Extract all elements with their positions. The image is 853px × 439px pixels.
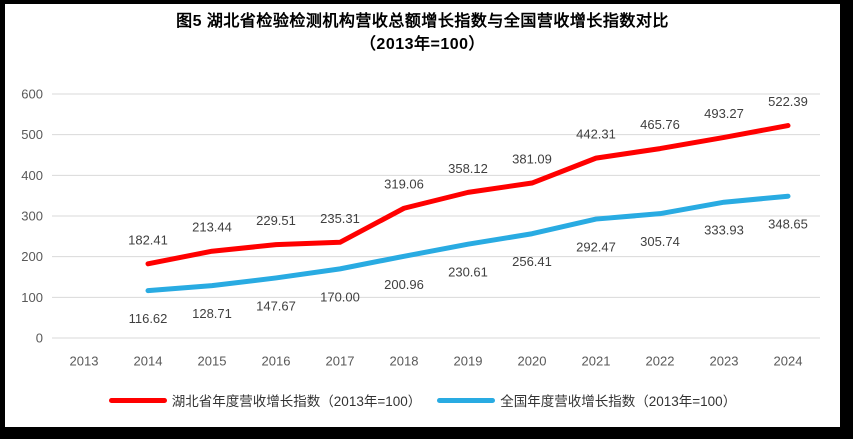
chart-title-line1: 图5 湖北省检验检测机构营收总额增长指数与全国营收增长指数对比 [176, 13, 669, 30]
data-label: 305.74 [640, 234, 680, 249]
data-label: 230.61 [448, 265, 488, 280]
x-axis-tick-label: 2018 [390, 354, 419, 369]
data-label: 381.09 [512, 152, 552, 167]
legend-line-swatch-blue [437, 397, 496, 403]
x-axis-tick-label: 2013 [70, 354, 99, 369]
y-axis-tick-label: 0 [36, 331, 43, 346]
data-label: 128.71 [192, 306, 232, 321]
data-label: 358.12 [448, 161, 488, 176]
x-axis-tick-label: 2024 [774, 354, 803, 369]
data-label: 319.06 [384, 177, 424, 192]
y-axis-tick-label: 400 [21, 168, 43, 183]
x-axis-tick-label: 2016 [262, 354, 291, 369]
plot-area: 0 100 200 300 400 500 600 2013 2014 2015 2016 2017 2… [21, 87, 820, 369]
data-label: 147.67 [256, 298, 296, 313]
series-line-1 [145, 193, 791, 294]
legend-line-swatch-red [108, 397, 167, 403]
legend-label-hubei: 湖北省年度营收增长指数（2013年=100） [171, 394, 422, 409]
data-label: 116.62 [129, 311, 168, 326]
x-axis-tick-label: 2015 [198, 354, 227, 369]
data-label: 292.47 [576, 240, 616, 255]
x-axis-tick-label: 2021 [582, 354, 611, 369]
legend: 湖北省年度营收增长指数（2013年=100） 全国年度营收增长指数（2013年=… [5, 388, 840, 412]
x-axis-tick-label: 2022 [646, 354, 675, 369]
data-label: 213.44 [192, 220, 232, 235]
x-axis-tick-label: 2023 [710, 354, 739, 369]
series-line-0 [145, 123, 791, 267]
chart-title-line2: （2013年=100） [359, 36, 486, 53]
data-label: 348.65 [768, 217, 808, 232]
legend-item-hubei[interactable]: 湖北省年度营收增长指数（2013年=100） [108, 390, 422, 410]
legend-label-national: 全国年度营收增长指数（2013年=100） [500, 394, 737, 409]
data-label: 522.39 [768, 94, 808, 109]
x-axis-tick-label: 2014 [134, 354, 163, 369]
data-label: 200.96 [384, 277, 424, 292]
data-label: 182.41 [128, 232, 168, 247]
data-label: 493.27 [704, 106, 744, 121]
y-axis-tick-label: 600 [21, 87, 43, 102]
data-label: 442.31 [576, 127, 616, 142]
data-label: 235.31 [320, 211, 360, 226]
data-label: 170.00 [320, 289, 360, 304]
data-label: 256.41 [512, 254, 552, 269]
x-axis-tick-label: 2020 [518, 354, 547, 369]
x-axis-tick-label: 2017 [326, 354, 355, 369]
data-label: 465.76 [640, 117, 680, 132]
y-axis-tick-label: 100 [21, 290, 43, 305]
y-axis-tick-label: 500 [21, 127, 43, 142]
data-label: 333.93 [704, 223, 744, 238]
chart-title: 图5 湖北省检验检测机构营收总额增长指数与全国营收增长指数对比 （2013年=1… [5, 10, 840, 56]
x-axis-tick-label: 2019 [454, 354, 483, 369]
y-axis-tick-label: 300 [21, 209, 43, 224]
legend-item-national[interactable]: 全国年度营收增长指数（2013年=100） [437, 390, 736, 410]
y-axis-tick-label: 200 [21, 249, 43, 264]
data-label: 229.51 [256, 213, 296, 228]
